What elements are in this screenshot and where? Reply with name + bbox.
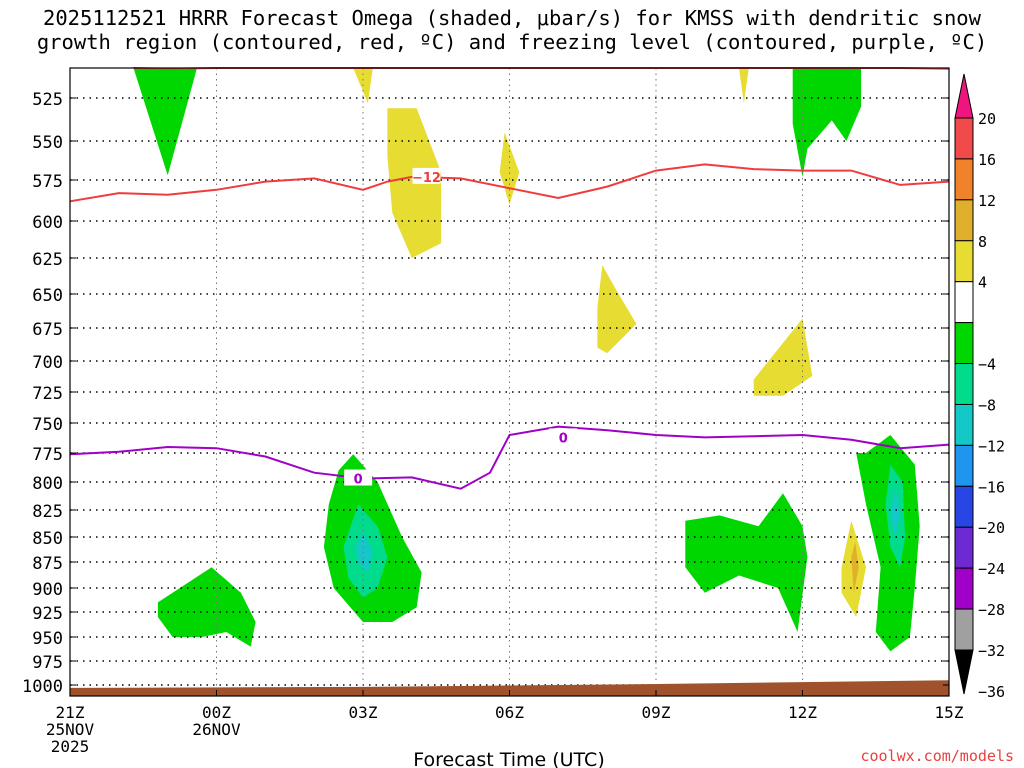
contour-label-minus12-bg bbox=[412, 167, 441, 184]
colorbar-bin-10 bbox=[954, 485, 974, 528]
colorbar-label-9: −20 bbox=[978, 519, 1005, 537]
omega-region-downward-orange-7 bbox=[851, 542, 859, 593]
colorbar-bin-6 bbox=[954, 322, 974, 365]
omega-region-downward-yellow-6 bbox=[753, 318, 813, 396]
x-tick-label-3-0: 00Z bbox=[202, 703, 231, 722]
contour-label-0-a: 0 bbox=[559, 431, 568, 446]
contour-line-0 bbox=[69, 163, 950, 203]
colorbar-label-0: 20 bbox=[978, 110, 996, 128]
y-tick-label-625: 625 bbox=[32, 250, 63, 270]
omega-region-upward-green-2 bbox=[792, 68, 862, 177]
x-tick-label-3-1: 26NOV bbox=[192, 720, 241, 739]
colorbar-label-7: −12 bbox=[978, 437, 1005, 455]
colorbar-label-6: −8 bbox=[978, 396, 996, 414]
colorbar-bin-7 bbox=[954, 363, 974, 405]
colorbar-bin-11 bbox=[954, 526, 974, 569]
colorbar-top-arrow bbox=[954, 73, 974, 119]
colorbar-bin-2 bbox=[954, 158, 974, 201]
omega-region-upward-green-4 bbox=[157, 567, 256, 647]
y-tick-label-925: 925 bbox=[32, 604, 63, 624]
omega-region-downward-yellow-4 bbox=[739, 68, 749, 104]
colorbar-bin-5 bbox=[954, 281, 974, 324]
x-tick-label-6-0: 03Z bbox=[349, 703, 378, 722]
terrain-layer bbox=[70, 680, 949, 696]
colorbar-bin-9 bbox=[954, 444, 974, 487]
y-tick-label-1000: 1000 bbox=[22, 677, 63, 697]
colorbar-label-3: 8 bbox=[978, 233, 987, 251]
y-tick-label-825: 825 bbox=[32, 502, 63, 522]
chart-title: 2025112521 HRRR Forecast Omega (shaded, … bbox=[0, 6, 1024, 54]
omega-region-downward-yellow-5 bbox=[597, 265, 637, 354]
x-tick-label-0-2: 2025 bbox=[51, 737, 90, 756]
contour-label-0-a-bg bbox=[549, 428, 578, 445]
x-axis-label: Forecast Time (UTC) bbox=[413, 749, 604, 768]
colorbar-bin-3 bbox=[954, 199, 974, 242]
y-tick-label-800: 800 bbox=[32, 474, 63, 494]
y-tick-label-900: 900 bbox=[32, 580, 63, 600]
omega-region-upward-green-6 bbox=[856, 435, 920, 652]
colorbar-label-8: −16 bbox=[978, 478, 1005, 496]
y-tick-label-975: 975 bbox=[32, 653, 63, 673]
x-tick-label-18-0: 15Z bbox=[935, 703, 964, 722]
y-tick-label-850: 850 bbox=[32, 529, 63, 549]
y-tick-label-650: 650 bbox=[32, 286, 63, 306]
y-tick-label-525: 525 bbox=[32, 90, 63, 110]
colorbar-bin-4 bbox=[954, 240, 974, 283]
colorbar: 20 16 12 8 4 −4 −8 −12 −16 −20 −24 −28 −32 −36 bbox=[954, 73, 1005, 701]
colorbar-label-13: −36 bbox=[978, 683, 1005, 701]
y-tick-label-725: 725 bbox=[32, 384, 63, 404]
y-tick-label-700: 700 bbox=[32, 353, 63, 373]
title-line-1: 2025112521 HRRR Forecast Omega (shaded, … bbox=[43, 6, 981, 30]
x-tick-label-12-0: 09Z bbox=[642, 703, 671, 722]
colorbar-label-11: −28 bbox=[978, 601, 1005, 619]
x-tick-label-0-0: 21Z bbox=[56, 703, 85, 722]
y-tick-label-950: 950 bbox=[32, 629, 63, 649]
contour-label-0-b-bg bbox=[344, 469, 373, 486]
x-tick-label-9-0: 06Z bbox=[495, 703, 524, 722]
contour-label-0-b: 0 bbox=[354, 473, 363, 488]
colorbar-label-2: 12 bbox=[978, 192, 996, 210]
colorbar-bottom-arrow bbox=[954, 649, 974, 695]
y-tick-label-875: 875 bbox=[32, 554, 63, 574]
colorbar-label-5: −4 bbox=[978, 356, 996, 374]
colorbar-label-10: −24 bbox=[978, 560, 1005, 578]
colorbar-bin-12 bbox=[954, 567, 974, 610]
x-tick-label-0-1: 25NOV bbox=[46, 720, 95, 739]
colorbar-label-4: 4 bbox=[978, 274, 987, 292]
y-axis: 525 550 575 600 625 650 675 700 725 750 775 800 825 8… bbox=[22, 90, 949, 697]
colorbar-bin-1 bbox=[954, 117, 974, 160]
colorbar-bin-13 bbox=[954, 608, 974, 651]
credit-link[interactable]: coolwx.com/models bbox=[860, 747, 1014, 765]
terrain-fill bbox=[70, 680, 949, 696]
y-tick-label-750: 750 bbox=[32, 415, 63, 435]
colorbar-label-1: 16 bbox=[978, 151, 996, 169]
y-tick-label-775: 775 bbox=[32, 445, 63, 465]
x-tick-label-15-0: 12Z bbox=[788, 703, 817, 722]
omega-region-upward-cyan-6 bbox=[890, 487, 901, 537]
omega-shading bbox=[133, 68, 920, 652]
y-tick-label-675: 675 bbox=[32, 320, 63, 340]
colorbar-bin-8 bbox=[954, 403, 974, 446]
contour-line-2 bbox=[69, 425, 950, 490]
contour-label-minus12: −12 bbox=[412, 171, 441, 186]
colorbar-label-12: −32 bbox=[978, 642, 1005, 660]
omega-region-upward-cyan-3 bbox=[355, 531, 373, 573]
y-tick-label-600: 600 bbox=[32, 213, 63, 233]
omega-region-upsward-green-1 bbox=[133, 68, 197, 176]
y-tick-label-575: 575 bbox=[32, 172, 63, 192]
title-line-2: growth region (contoured, red, ºC) and f… bbox=[36, 30, 988, 54]
y-tick-label-550: 550 bbox=[32, 133, 63, 153]
grid-lines bbox=[70, 68, 949, 696]
